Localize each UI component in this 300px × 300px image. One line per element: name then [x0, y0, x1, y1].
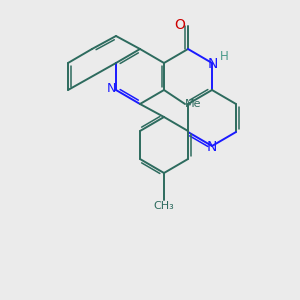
- Text: N: N: [207, 140, 217, 154]
- Text: CH₃: CH₃: [154, 201, 174, 211]
- Text: H: H: [220, 50, 228, 62]
- Text: O: O: [175, 18, 185, 32]
- Text: Me: Me: [185, 99, 201, 109]
- Text: N: N: [208, 57, 218, 71]
- Text: N: N: [106, 82, 116, 95]
